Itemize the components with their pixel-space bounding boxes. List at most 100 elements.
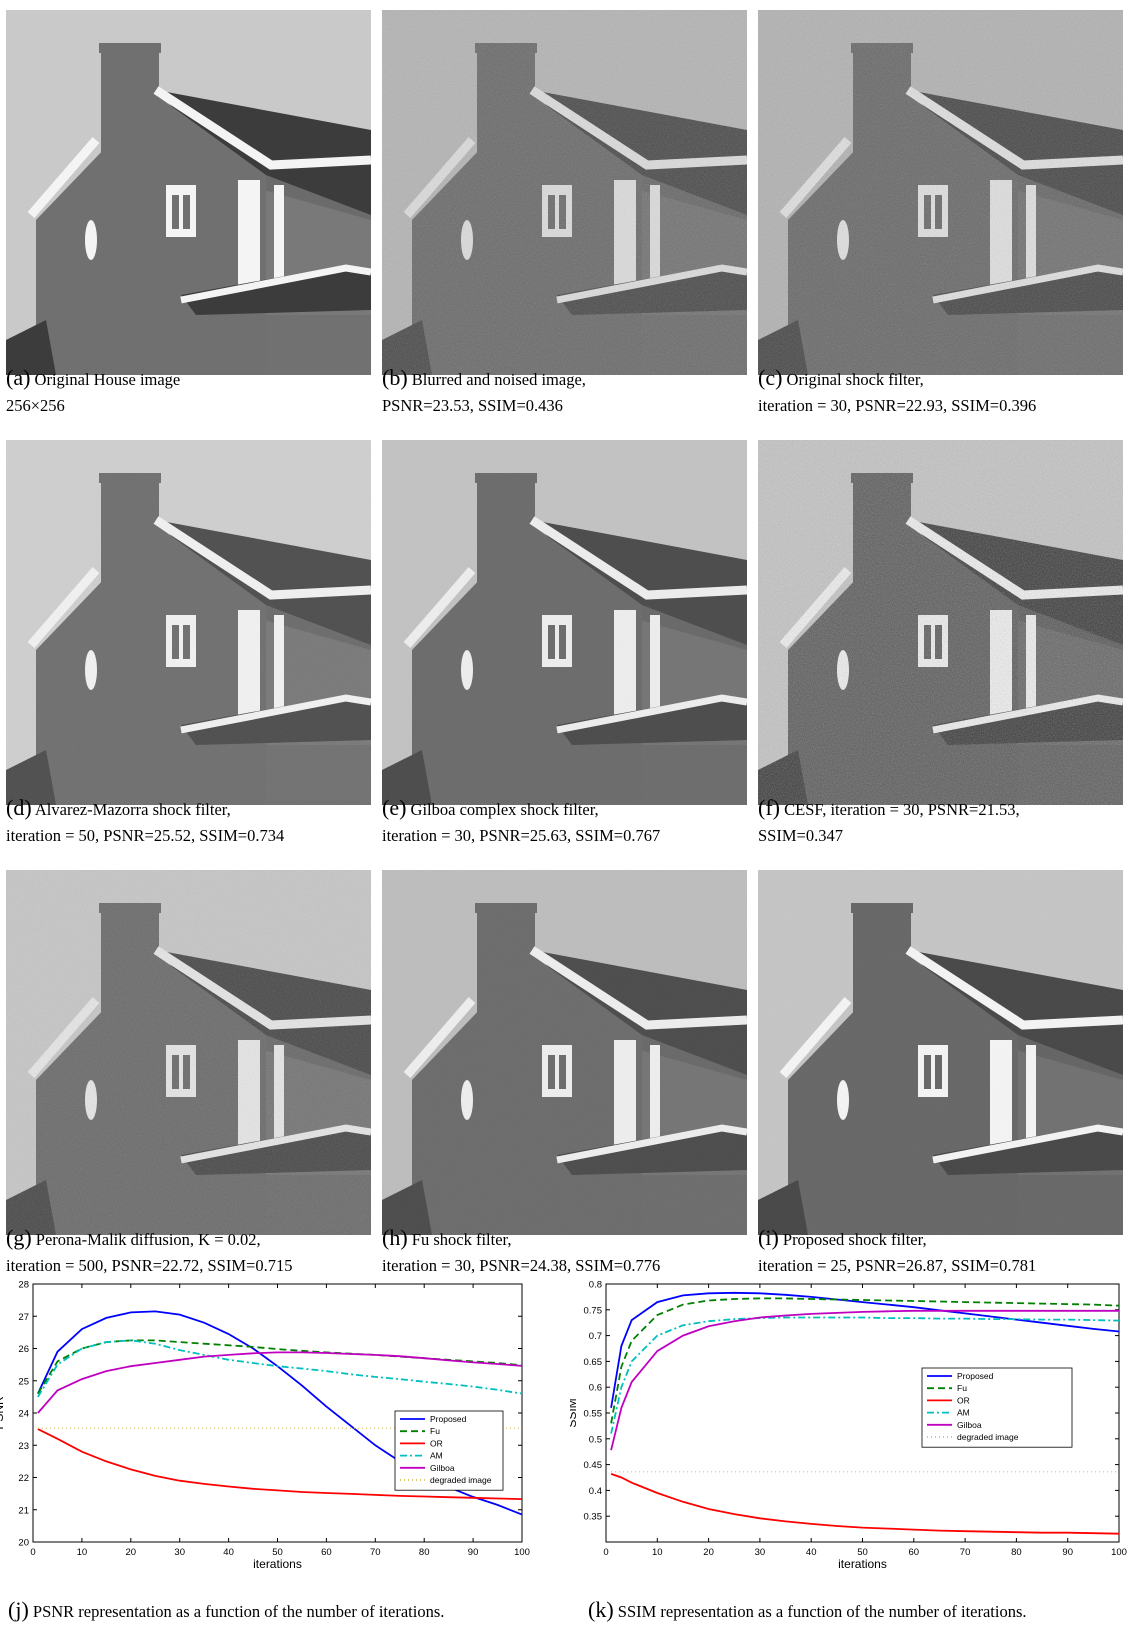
lower-roof-trim: [180, 264, 371, 304]
gable-trim-left: [27, 137, 100, 218]
y-tick-label: 0.6: [589, 1383, 602, 1394]
caption-letter: (j): [8, 1597, 29, 1622]
x-tick-label: 90: [468, 1547, 479, 1558]
caption-letter: (k): [588, 1597, 614, 1622]
y-tick-label: 22: [18, 1473, 29, 1484]
noise-overlay: [6, 870, 371, 1235]
legend-label: AM: [430, 1451, 443, 1461]
ssim-chart: 0 10 20 30 40 50 60 70 80 90 100 0.35 0.4 0.45 0.5 0.55…: [565, 1278, 1132, 1580]
y-tick-label: 23: [18, 1441, 29, 1452]
x-axis-label: iterations: [838, 1557, 887, 1571]
legend: [394, 1410, 504, 1491]
image-panel-h: [382, 870, 747, 1235]
caption-line-2: iteration = 30, PSNR=25.63, SSIM=0.767: [382, 826, 661, 845]
x-tick-label: 60: [321, 1547, 332, 1558]
legend-label: Proposed: [957, 1371, 994, 1381]
caption-j: (j) PSNR representation as a function of…: [8, 1597, 444, 1623]
house-image: [6, 440, 371, 805]
window-pane: [172, 195, 179, 229]
image-panel-e: [382, 440, 747, 805]
caption-line-2: iteration = 30, PSNR=22.93, SSIM=0.396: [758, 396, 1037, 415]
caption-letter: (b): [382, 365, 408, 390]
caption-title: Perona-Malik diffusion, K = 0.02,: [35, 1230, 261, 1249]
caption-text: SSIM representation as a function of the…: [617, 1602, 1027, 1621]
psnr-chart-svg: 0 10 20 30 40 50 60 70 80 90 100 20 21 22 23 24 25 26 27 28…: [0, 1280, 530, 1572]
caption-line-2: PSNR=23.53, SSIM=0.436: [382, 396, 563, 415]
caption-line-1: (f) CESF, iteration = 30, PSNR=21.53,: [758, 795, 1020, 823]
house-image: [758, 870, 1123, 1235]
x-tick-label: 10: [77, 1547, 88, 1558]
noise-overlay: [758, 10, 1123, 375]
x-tick-label: 70: [960, 1547, 971, 1558]
house-image: [6, 10, 371, 375]
caption-line-1: (h) Fu shock filter,: [382, 1225, 660, 1253]
caption-line-2: iteration = 50, PSNR=25.52, SSIM=0.734: [6, 826, 285, 845]
caption-line-2: SSIM=0.347: [758, 826, 843, 845]
x-tick-label: 50: [272, 1547, 283, 1558]
noise-overlay: [758, 440, 1123, 805]
caption-e: (e) Gilboa complex shock filter, iteratio…: [382, 795, 660, 849]
noise-overlay: [382, 870, 747, 1235]
x-tick-label: 40: [223, 1547, 234, 1558]
y-tick-label: 28: [18, 1280, 29, 1291]
window-pane: [183, 195, 190, 229]
house-image: [382, 440, 747, 805]
caption-title: Original House image: [34, 370, 181, 389]
caption-h: (h) Fu shock filter, iteration = 30, PSNR…: [382, 1225, 660, 1279]
y-tick-label: 24: [18, 1409, 29, 1420]
house-image: [382, 10, 747, 375]
legend-label: OR: [957, 1395, 970, 1405]
y-tick-label: 25: [18, 1376, 29, 1387]
legend-label: AM: [957, 1408, 970, 1418]
x-tick-label: 100: [1111, 1547, 1127, 1558]
caption-c: (c) Original shock filter, iteration = 30…: [758, 365, 1036, 419]
y-tick-label: 0.4: [589, 1486, 602, 1497]
legend-label: Gilboa: [957, 1420, 982, 1430]
psnr-chart: 0 10 20 30 40 50 60 70 80 90 100 20 21 22 23 24 25 26 27 28…: [0, 1278, 545, 1580]
caption-line-1: (d) Alvarez-Mazorra shock filter,: [6, 795, 284, 823]
series-line-or: [37, 1428, 523, 1500]
caption-line-1: (e) Gilboa complex shock filter,: [382, 795, 660, 823]
house-image: [6, 870, 371, 1235]
series-line-gilboa: [610, 1309, 1119, 1451]
x-tick-label: 50: [857, 1547, 868, 1558]
caption-a: (a) Original House image 256×256: [6, 365, 180, 419]
y-axis-label: PSNR: [0, 1396, 6, 1430]
caption-letter: (h): [382, 1225, 408, 1250]
y-axis-label: SSIM: [570, 1398, 579, 1427]
legend: [921, 1367, 1073, 1448]
downpipe-2: [274, 185, 284, 290]
caption-title: Gilboa complex shock filter,: [410, 800, 599, 819]
y-tick-label: 0.35: [584, 1512, 603, 1523]
lower-roof: [181, 265, 371, 315]
x-tick-label: 80: [419, 1547, 430, 1558]
noise-overlay: [382, 10, 747, 375]
y-tick-label: 0.8: [589, 1280, 602, 1291]
caption-line-1: (g) Perona-Malik diffusion, K = 0.02,: [6, 1225, 292, 1253]
caption-letter: (g): [6, 1225, 32, 1250]
caption-line-2: iteration = 30, PSNR=24.38, SSIM=0.776: [382, 1256, 661, 1275]
legend-label: degraded image: [430, 1475, 492, 1485]
x-tick-label: 0: [30, 1547, 35, 1558]
caption-i: (i) Proposed shock filter, iteration = 25…: [758, 1225, 1036, 1279]
downpipe: [238, 180, 260, 290]
y-tick-label: 0.5: [589, 1434, 602, 1445]
x-tick-label: 40: [806, 1547, 817, 1558]
caption-title: Blurred and noised image,: [411, 370, 586, 389]
caption-letter: (c): [758, 365, 783, 390]
caption-title: Alvarez-Mazorra shock filter,: [34, 800, 231, 819]
x-tick-label: 10: [652, 1547, 663, 1558]
caption-letter: (e): [382, 795, 407, 820]
lower-block: [216, 315, 371, 375]
house-image: [382, 870, 747, 1235]
series-line-proposed: [610, 1291, 1120, 1408]
caption-f: (f) CESF, iteration = 30, PSNR=21.53, SSI…: [758, 795, 1020, 849]
image-panel-c: [758, 10, 1123, 375]
y-tick-label: 0.55: [584, 1409, 603, 1420]
series-line-or: [610, 1473, 1120, 1535]
left-roof: [6, 320, 56, 375]
caption-k: (k) SSIM representation as a function of…: [588, 1597, 1027, 1623]
caption-letter: (f): [758, 795, 780, 820]
caption-title: Proposed shock filter,: [782, 1230, 927, 1249]
series-line-am: [610, 1316, 1120, 1434]
